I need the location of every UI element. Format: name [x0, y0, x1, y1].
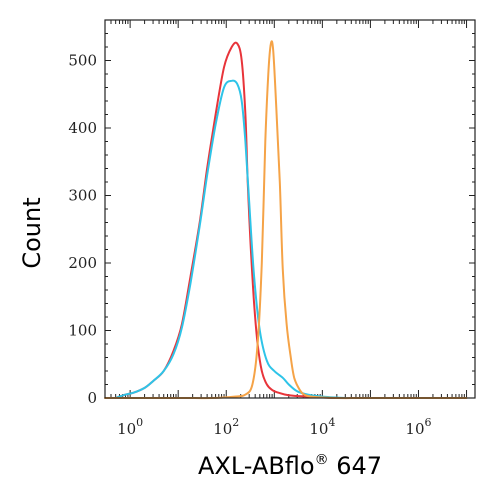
- x-axis-title-suffix: 647: [329, 452, 382, 480]
- y-tick-label: 0: [87, 389, 97, 407]
- y-tick-label: 200: [68, 254, 97, 272]
- series-line-1: [114, 41, 338, 399]
- series-layer: [104, 40, 468, 400]
- series-line-2: [114, 79, 347, 399]
- plot-frame: [104, 19, 476, 399]
- y-tick-label: 400: [68, 119, 97, 137]
- y-tick-label: 100: [68, 322, 97, 340]
- ticks-layer: [104, 19, 475, 399]
- series-line-3: [104, 40, 468, 400]
- y-tick-label: 300: [68, 187, 97, 205]
- y-tick-labels: 0 100 200 300 400 500: [68, 52, 97, 408]
- x-tick-labels: 100 102 104 106: [117, 416, 431, 438]
- y-axis-title: Count: [18, 197, 46, 268]
- x-axis-title-sup: ®: [315, 452, 329, 468]
- x-axis-title: AXL-ABflo® 647: [198, 452, 382, 480]
- x-tick-label: 104: [309, 416, 335, 438]
- x-tick-label: 106: [405, 416, 431, 438]
- x-axis-title-main: AXL-ABflo: [198, 452, 315, 480]
- x-tick-label: 102: [213, 416, 239, 438]
- x-tick-label: 100: [117, 416, 143, 438]
- y-tick-label: 500: [68, 52, 97, 70]
